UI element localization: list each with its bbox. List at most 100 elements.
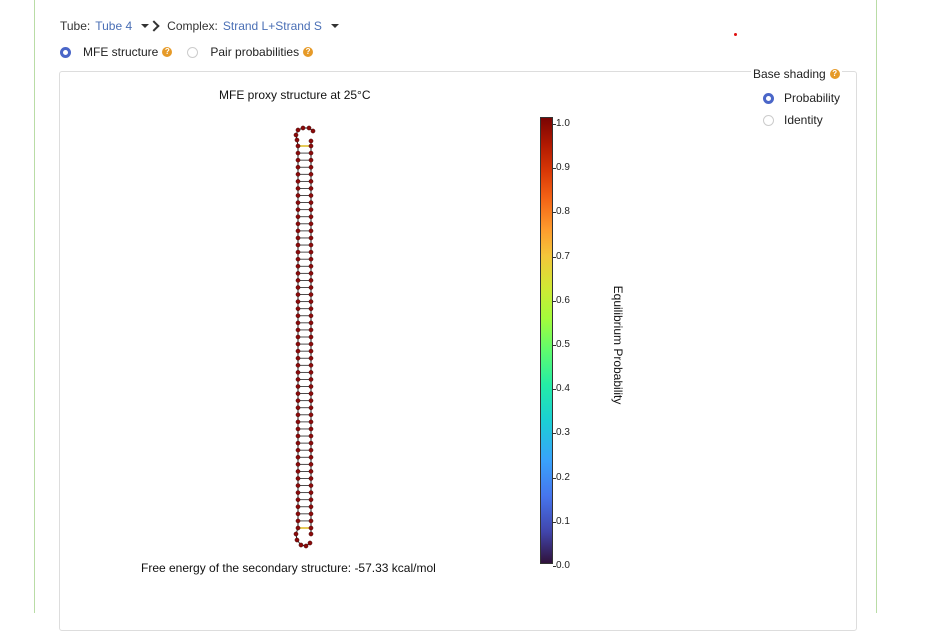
base-nucleotide — [295, 306, 301, 312]
loop-nucleotide — [293, 531, 299, 537]
pair-probabilities-help-icon[interactable]: ? — [303, 47, 314, 57]
base-shading-title: Base shading ? — [751, 67, 842, 81]
base-nucleotide — [308, 483, 314, 488]
base-nucleotide — [295, 348, 301, 354]
base-nucleotide — [308, 150, 314, 156]
base-nucleotide — [308, 228, 314, 234]
base-nucleotide — [295, 384, 301, 389]
base-shading-help-icon[interactable]: ? — [829, 69, 840, 79]
shading-option-probability[interactable]: Probability — [763, 91, 840, 105]
base-nucleotide — [295, 497, 301, 503]
base-nucleotide — [295, 419, 301, 425]
loop-nucleotide — [307, 540, 313, 546]
tube-caret-icon[interactable] — [141, 24, 150, 28]
base-nucleotide — [295, 164, 301, 170]
base-nucleotide — [308, 419, 314, 425]
base-nucleotide — [295, 370, 301, 375]
identity-label[interactable]: Identity — [784, 113, 823, 127]
base-nucleotide — [308, 263, 314, 269]
base-nucleotide — [295, 292, 301, 297]
base-nucleotide — [308, 412, 314, 418]
base-nucleotide — [308, 320, 314, 326]
base-nucleotide — [295, 341, 301, 347]
colorbar-tick-label: 0.3 — [556, 427, 570, 439]
base-nucleotide — [308, 285, 314, 290]
base-nucleotide — [308, 171, 314, 177]
base-nucleotide — [308, 256, 314, 262]
colorbar-tick-label: 0.0 — [556, 560, 570, 571]
pair-probabilities-radio[interactable] — [187, 46, 199, 58]
tube-dropdown[interactable]: Tube 4 — [95, 19, 133, 33]
base-nucleotide — [308, 469, 314, 474]
base-nucleotide — [295, 454, 301, 460]
base-nucleotide — [308, 164, 314, 170]
base-nucleotide — [295, 193, 301, 198]
page-frame-right-border — [876, 0, 877, 613]
base-nucleotide — [308, 278, 314, 283]
base-nucleotide — [308, 179, 314, 184]
base-nucleotide — [308, 157, 314, 163]
base-nucleotide — [295, 504, 301, 510]
base-nucleotide — [295, 377, 301, 382]
complex-caret-icon[interactable] — [330, 24, 339, 28]
base-nucleotide — [308, 377, 314, 382]
base-nucleotide — [295, 271, 301, 276]
base-nucleotide — [308, 193, 314, 198]
base-nucleotide — [295, 221, 301, 227]
base-nucleotide — [308, 271, 314, 276]
colorbar-tick-label: 0.2 — [556, 471, 570, 483]
loop-nucleotide — [306, 125, 312, 131]
base-nucleotide — [295, 355, 301, 361]
colorbar-tick-label: 0.1 — [556, 515, 570, 527]
base-nucleotide — [295, 285, 301, 290]
base-nucleotide — [308, 391, 314, 396]
complex-label: Complex: — [167, 19, 218, 33]
base-nucleotide — [295, 320, 301, 326]
base-nucleotide — [308, 292, 314, 297]
base-nucleotide — [295, 263, 301, 269]
colorbar-tick-label: 0.9 — [556, 162, 570, 174]
identity-radio[interactable] — [763, 114, 774, 126]
base-nucleotide — [308, 370, 314, 375]
base-nucleotide — [295, 412, 301, 418]
base-nucleotide — [308, 454, 314, 460]
mfe-help-icon[interactable]: ? — [162, 47, 173, 57]
stray-marker-dot — [734, 33, 737, 36]
tube-complex-selector: Tube: Tube 4 Complex: Strand L+Strand S — [60, 18, 339, 34]
base-nucleotide — [295, 483, 301, 488]
loop-nucleotide — [298, 542, 304, 548]
colorbar-tick-mark — [553, 124, 556, 125]
base-nucleotide — [295, 179, 301, 184]
colorbar-tick-mark — [553, 256, 556, 258]
colorbar-tick-mark — [553, 300, 556, 302]
base-nucleotide — [308, 327, 314, 333]
loop-nucleotide — [310, 128, 316, 134]
base-nucleotide — [295, 157, 301, 163]
base-nucleotide — [308, 207, 314, 212]
base-nucleotide — [308, 221, 314, 227]
base-nucleotide — [308, 384, 314, 389]
colorbar-tick-label: 0.5 — [556, 339, 570, 350]
base-nucleotide — [308, 235, 314, 241]
base-nucleotide — [295, 447, 301, 453]
probability-label[interactable]: Probability — [784, 91, 841, 105]
colorbar-tick-mark — [553, 345, 556, 346]
base-shading-title-text: Base shading — [753, 67, 826, 81]
view-mode-selector: MFE structure ? Pair probabilities ? — [60, 44, 314, 60]
base-nucleotide — [308, 433, 314, 439]
base-nucleotide — [308, 497, 314, 503]
base-nucleotide — [295, 171, 301, 177]
pair-probabilities-label[interactable]: Pair probabilities — [210, 45, 300, 59]
base-nucleotide — [308, 214, 314, 220]
probability-radio[interactable] — [763, 92, 774, 104]
plot-title: MFE proxy structure at 25°C — [219, 88, 371, 102]
secondary-structure-diagram — [293, 125, 316, 549]
base-nucleotide — [295, 207, 301, 212]
base-nucleotide — [295, 242, 301, 248]
mfe-structure-radio[interactable] — [60, 46, 71, 58]
mfe-structure-label[interactable]: MFE structure — [83, 45, 159, 59]
loop-nucleotide — [308, 531, 314, 537]
shading-option-identity[interactable]: Identity — [763, 113, 823, 127]
base-nucleotide — [308, 242, 314, 248]
complex-dropdown[interactable]: Strand L+Strand S — [222, 19, 322, 33]
